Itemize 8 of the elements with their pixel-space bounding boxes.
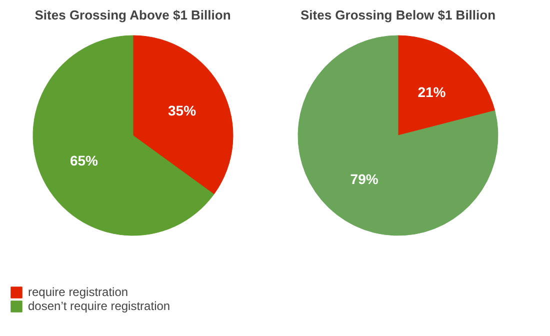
legend-label: dosen’t require registration: [28, 299, 170, 313]
data-label: 35%: [168, 102, 197, 119]
chart-title: Sites Grossing Below $1 Billion: [300, 8, 496, 22]
data-label: 65%: [70, 152, 99, 168]
chart-title: Sites Grossing Above $1 Billion: [34, 8, 231, 22]
data-label: 79%: [350, 170, 379, 187]
data-label: 21%: [418, 84, 446, 100]
legend-label: require registration: [28, 285, 128, 299]
